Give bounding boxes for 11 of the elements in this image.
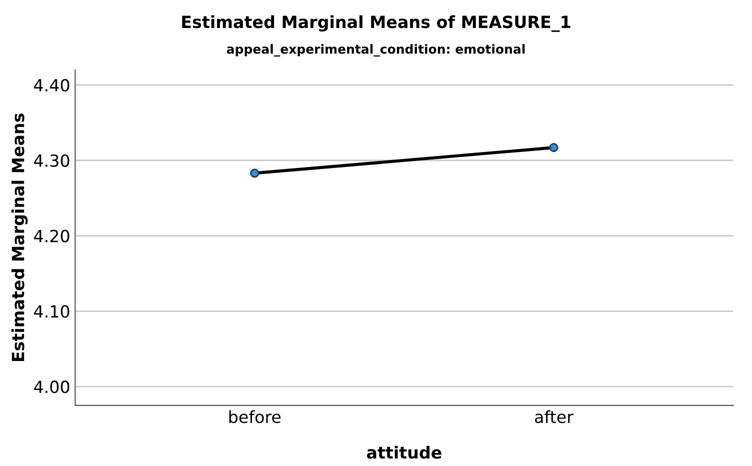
- chart-subtitle: appeal_experimental_condition: emotional: [226, 44, 525, 57]
- chart-title: Estimated Marginal Means of MEASURE_1: [182, 15, 570, 32]
- y-tick-label: 4.40: [34, 78, 70, 92]
- y-tick-label: 4.10: [34, 305, 70, 318]
- y-tick-label: 4.20: [34, 230, 70, 242]
- x-tick-label: after: [535, 410, 574, 424]
- x-tick-label: before: [229, 410, 281, 424]
- y-tick-label: 4.00: [34, 380, 70, 394]
- x-axis-title: attitude: [366, 446, 442, 459]
- y-tick-label: 4.30: [34, 154, 70, 167]
- y-axis-title: Estimated Marginal Means: [11, 114, 28, 362]
